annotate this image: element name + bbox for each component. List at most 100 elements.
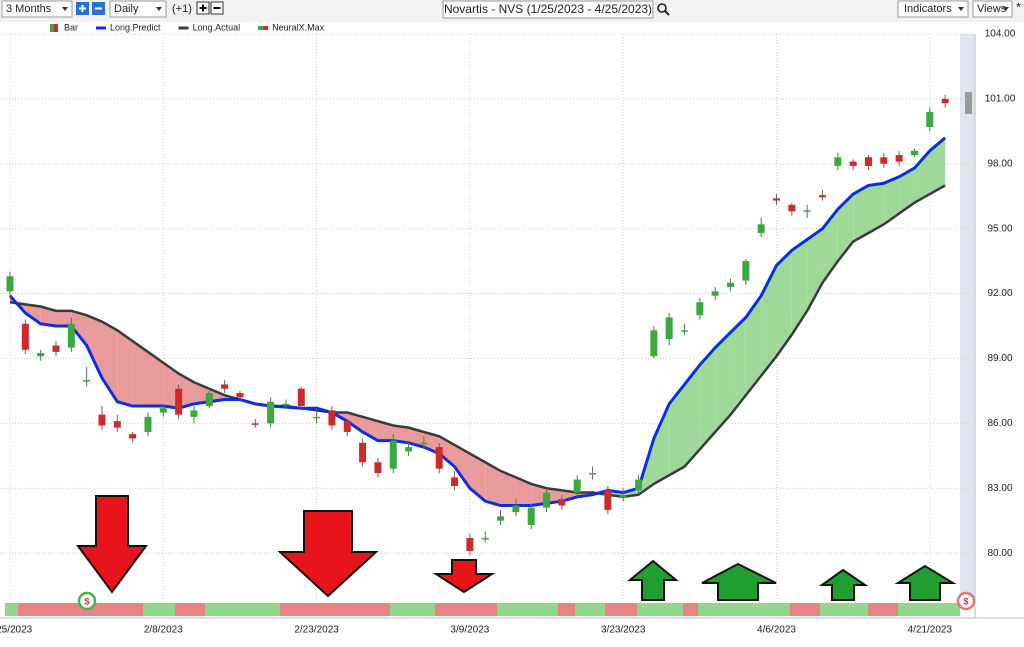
candle-body (788, 204, 796, 212)
spread-fill (761, 265, 777, 376)
signal-icon-ring (77, 591, 97, 611)
dropdown-icon (62, 7, 68, 11)
candle-body (175, 388, 183, 415)
buy-arrow (627, 559, 679, 601)
spread-fill (699, 347, 716, 450)
toolbar: 3 Months Daily (+1) Novartis - NVS (1/25… (1, 0, 1021, 19)
y-tick-label: 89.00 (987, 353, 1012, 364)
candle-body (129, 434, 137, 439)
candle-body (52, 345, 60, 352)
signal-segment (497, 603, 558, 616)
signal-segment (605, 603, 637, 616)
candle-body (895, 155, 903, 162)
signal-segment (698, 603, 790, 616)
symbol-input[interactable] (442, 0, 654, 19)
symbol-text: Novartis - NVS (1/25/2023 - 4/25/2023) (444, 2, 652, 16)
sell-arrow (277, 510, 379, 598)
candle-body (328, 410, 336, 426)
signal-segment (390, 603, 435, 616)
indicators-text: Indicators (904, 3, 952, 15)
fill-layer (10, 137, 946, 506)
x-tick-label: 1/25/2023 (0, 625, 33, 636)
spread-fill (40, 306, 56, 326)
buy-arrow (894, 564, 957, 601)
candle-body (497, 516, 505, 521)
candle-body (727, 282, 735, 288)
dropdown-icon (1003, 7, 1009, 11)
signal-segment (790, 603, 820, 616)
candle-body (144, 416, 152, 432)
legend-label: Bar (64, 22, 78, 32)
legend-swatch (54, 24, 58, 32)
candle-body (926, 111, 934, 128)
legend-label: Long.Actual (193, 22, 241, 32)
spread-fill (807, 228, 823, 311)
candle-body (864, 157, 872, 166)
spread-fill (55, 310, 72, 326)
spread-fill (730, 317, 746, 415)
sell-arrow (76, 495, 148, 594)
legend-label: NeuralX.Max (272, 22, 325, 32)
candle-body (37, 353, 45, 357)
dropdown-icon (958, 7, 964, 11)
views-select[interactable] (972, 0, 1013, 18)
candle-body (681, 330, 689, 332)
candle-body (451, 477, 459, 487)
spread-fill (883, 176, 900, 225)
candle-body (267, 401, 275, 424)
spread-fill (132, 341, 148, 407)
candle-body (589, 473, 597, 475)
candle-body (635, 479, 643, 491)
candle-body (773, 198, 780, 201)
spread-fill (715, 332, 731, 432)
y-tick-label: 104.00 (985, 29, 1016, 40)
spread-fill (377, 421, 394, 441)
y-tick-label: 83.00 (987, 483, 1012, 494)
search-icon[interactable] (657, 3, 667, 13)
plus-icon (199, 4, 207, 12)
signal-segment (280, 603, 390, 616)
candle-body (83, 380, 91, 382)
candle-body (98, 414, 106, 426)
signal-icon[interactable]: $ (77, 591, 97, 611)
spread-fill (868, 183, 884, 233)
candle-body (512, 505, 520, 513)
candle-body (818, 195, 826, 198)
lines-layer (8, 136, 947, 508)
signal-segment (5, 603, 18, 616)
legend-label: Long.Predict (110, 22, 161, 32)
y-tick-label: 80.00 (987, 548, 1012, 559)
signal-segment (683, 603, 698, 616)
candle-body (665, 317, 673, 339)
pin-icon[interactable]: * (1016, 0, 1021, 14)
signal-segment (175, 603, 205, 616)
buy-arrow (701, 562, 777, 601)
candle-body (21, 323, 29, 350)
candle-body (374, 462, 382, 474)
dropdown-icon (156, 7, 162, 11)
candle-body (527, 507, 535, 525)
spread-fill (546, 488, 562, 504)
spread-fill (117, 330, 133, 407)
spread-fill (469, 453, 486, 502)
candle-body (343, 421, 351, 432)
candle-body (405, 447, 413, 452)
candle-body (803, 210, 811, 212)
candle-body (573, 479, 581, 493)
candle-body (941, 98, 949, 104)
candle-body (6, 276, 14, 292)
signal-icon[interactable]: $ (956, 591, 976, 611)
signal-icon-text: $ (84, 596, 89, 606)
candle-body (880, 157, 888, 164)
candle-body (481, 537, 489, 540)
interval-select[interactable] (109, 0, 167, 18)
signal-arrows (76, 495, 957, 601)
candle-body (159, 408, 167, 413)
y-tick-label: 92.00 (987, 288, 1012, 299)
plus-icon (79, 5, 86, 12)
views-text: Views (977, 3, 1007, 15)
range-select[interactable] (1, 0, 73, 18)
spread-fill (209, 388, 225, 402)
indicators-select[interactable] (897, 0, 969, 18)
spread-fill (408, 427, 424, 448)
